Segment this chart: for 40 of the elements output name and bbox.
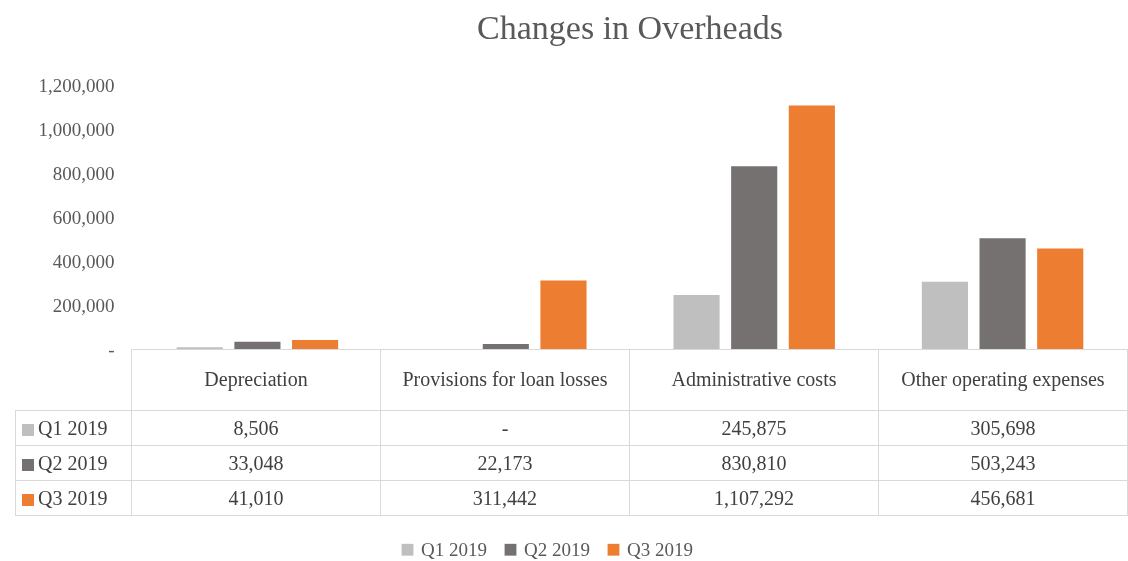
y-tick-label: 400,000 (52, 250, 115, 272)
bar (788, 105, 835, 349)
y-tick-label: 1,000,000 (38, 118, 115, 140)
y-tick-label: 800,000 (52, 162, 115, 184)
data-label: 305,698 (878, 410, 1128, 445)
data-label: 33,048 (131, 445, 381, 480)
data-label: - (380, 410, 630, 445)
bar (673, 294, 720, 349)
data-label: 456,681 (878, 480, 1128, 515)
bar (731, 166, 778, 349)
legend-label: Q1 2019 (15, 410, 132, 445)
bar (482, 344, 529, 349)
text: Q2 2019 (524, 538, 590, 560)
data-label: 41,010 (131, 480, 381, 515)
text: Q3 2019 (38, 486, 108, 509)
x-tick-label: Other operating expenses (878, 349, 1128, 410)
bar (292, 339, 339, 349)
bar (921, 281, 968, 349)
y-tick-label: 1,200,000 (38, 74, 115, 96)
data-label: 311,442 (380, 480, 630, 515)
data-label: 1,107,292 (629, 480, 879, 515)
y-tick-label: 200,000 (52, 294, 115, 316)
y-tick-label: - (108, 338, 115, 360)
bar (234, 341, 281, 349)
chart-title: Changes in Overheads (477, 9, 783, 46)
data-label: 830,810 (629, 445, 879, 480)
bar (1037, 248, 1084, 349)
y-tick-label: 600,000 (52, 206, 115, 228)
text: Q1 2019 (421, 538, 487, 560)
legend-label: Q2 2019 (15, 445, 132, 480)
legend-label: Q3 2019 (627, 538, 693, 560)
data-label: 8,506 (131, 410, 381, 445)
x-tick-label: Depreciation (131, 349, 381, 410)
bar (979, 238, 1026, 349)
x-tick-label: Provisions for loan losses (380, 349, 630, 410)
x-tick-label: Administrative costs (629, 349, 879, 410)
data-label: 245,875 (629, 410, 879, 445)
data-label: 503,243 (878, 445, 1128, 480)
bar (540, 280, 587, 349)
data-label: 22,173 (380, 445, 630, 480)
